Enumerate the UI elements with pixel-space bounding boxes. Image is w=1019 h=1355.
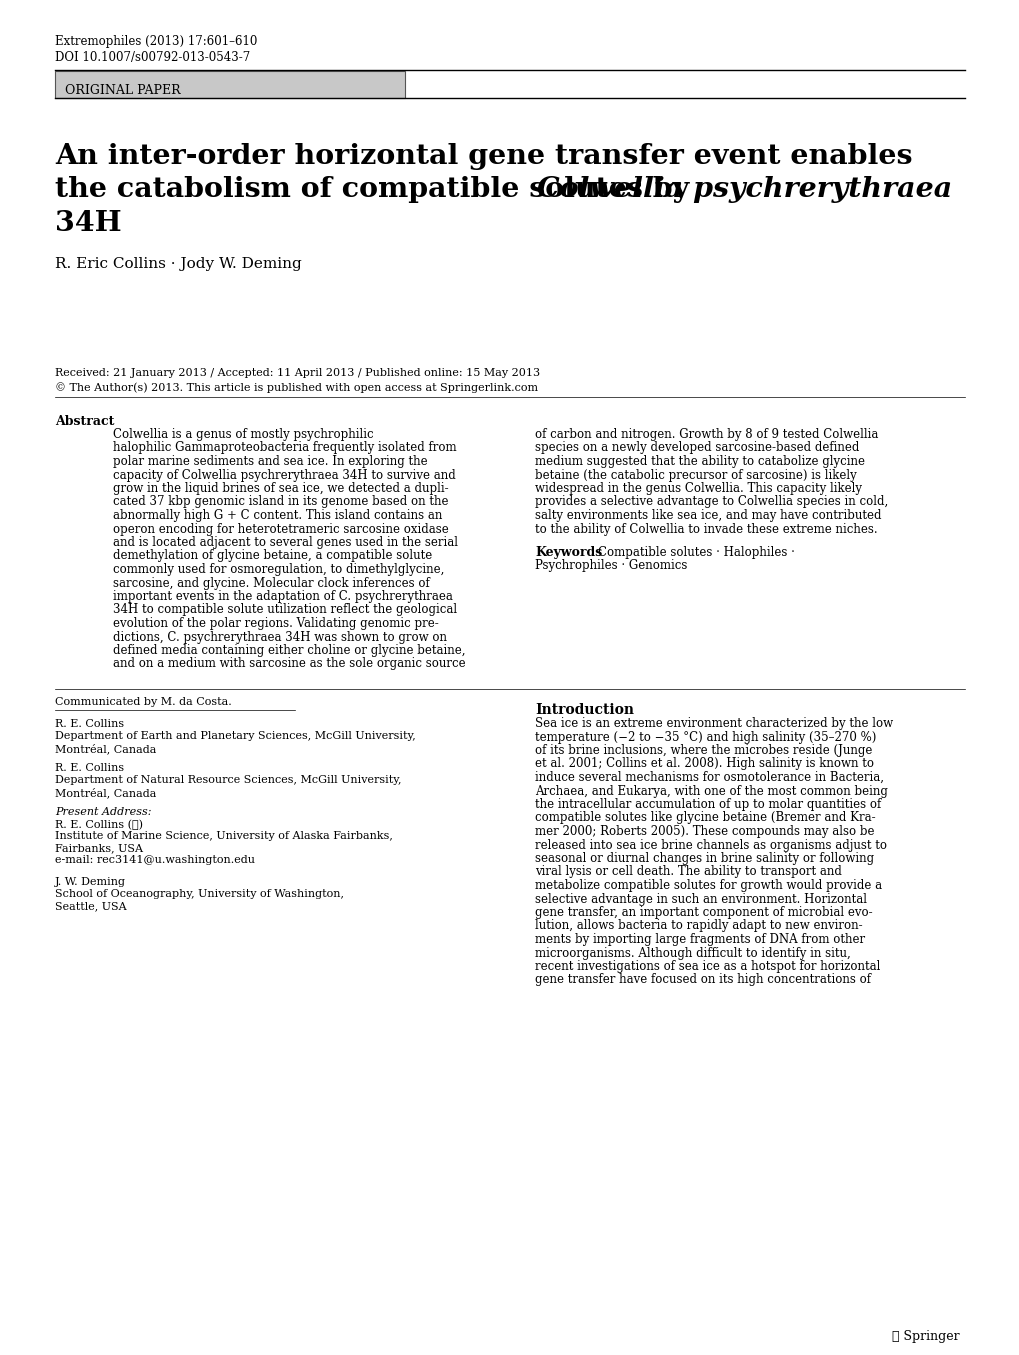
Text: sarcosine, and glycine. Molecular clock inferences of: sarcosine, and glycine. Molecular clock … [113, 576, 429, 589]
Text: widespread in the genus Colwellia. This capacity likely: widespread in the genus Colwellia. This … [535, 482, 861, 495]
Text: medium suggested that the ability to catabolize glycine: medium suggested that the ability to cat… [535, 455, 864, 467]
Text: mer 2000; Roberts 2005). These compounds may also be: mer 2000; Roberts 2005). These compounds… [535, 825, 873, 837]
Text: Institute of Marine Science, University of Alaska Fairbanks,: Institute of Marine Science, University … [55, 831, 392, 841]
Text: important events in the adaptation of C. psychrerythraea: important events in the adaptation of C.… [113, 589, 452, 603]
Text: lution, allows bacteria to rapidly adapt to new environ-: lution, allows bacteria to rapidly adapt… [535, 920, 862, 932]
Text: ments by importing large fragments of DNA from other: ments by importing large fragments of DN… [535, 934, 864, 946]
Text: polar marine sediments and sea ice. In exploring the: polar marine sediments and sea ice. In e… [113, 455, 427, 467]
Text: R. E. Collins: R. E. Collins [55, 763, 124, 772]
Text: cated 37 kbp genomic island in its genome based on the: cated 37 kbp genomic island in its genom… [113, 496, 448, 508]
Text: commonly used for osmoregulation, to dimethylglycine,: commonly used for osmoregulation, to dim… [113, 562, 444, 576]
Text: and on a medium with sarcosine as the sole organic source: and on a medium with sarcosine as the so… [113, 657, 465, 671]
Text: seasonal or diurnal changes in brine salinity or following: seasonal or diurnal changes in brine sal… [535, 852, 873, 864]
Text: Psychrophiles · Genomics: Psychrophiles · Genomics [535, 560, 687, 573]
Text: gene transfer, an important component of microbial evo-: gene transfer, an important component of… [535, 906, 872, 919]
Text: operon encoding for heterotetrameric sarcosine oxidase: operon encoding for heterotetrameric sar… [113, 523, 448, 535]
Text: temperature (−2 to −35 °C) and high salinity (35–270 %): temperature (−2 to −35 °C) and high sali… [535, 730, 875, 744]
Text: Archaea, and Eukarya, with one of the most common being: Archaea, and Eukarya, with one of the mo… [535, 785, 887, 798]
Text: et al. 2001; Collins et al. 2008). High salinity is known to: et al. 2001; Collins et al. 2008). High … [535, 757, 873, 771]
Text: Keywords: Keywords [535, 546, 601, 560]
Text: R. E. Collins: R. E. Collins [55, 720, 124, 729]
Text: J. W. Deming: J. W. Deming [55, 877, 126, 888]
Text: induce several mechanisms for osmotolerance in Bacteria,: induce several mechanisms for osmotolera… [535, 771, 883, 785]
Text: species on a newly developed sarcosine-based defined: species on a newly developed sarcosine-b… [535, 442, 859, 454]
Text: gene transfer have focused on its high concentrations of: gene transfer have focused on its high c… [535, 973, 870, 986]
Text: grow in the liquid brines of sea ice, we detected a dupli-: grow in the liquid brines of sea ice, we… [113, 482, 448, 495]
Text: viral lysis or cell death. The ability to transport and: viral lysis or cell death. The ability t… [535, 866, 841, 878]
Text: the catabolism of compatible solutes by: the catabolism of compatible solutes by [55, 176, 698, 203]
Text: the intracellular accumulation of up to molar quantities of: the intracellular accumulation of up to … [535, 798, 880, 812]
Text: Present Address:: Present Address: [55, 808, 152, 817]
Text: dictions, C. psychrerythraea 34H was shown to grow on: dictions, C. psychrerythraea 34H was sho… [113, 630, 446, 644]
Text: demethylation of glycine betaine, a compatible solute: demethylation of glycine betaine, a comp… [113, 550, 432, 562]
Text: R. Eric Collins · Jody W. Deming: R. Eric Collins · Jody W. Deming [55, 257, 302, 271]
Text: betaine (the catabolic precursor of sarcosine) is likely: betaine (the catabolic precursor of sarc… [535, 469, 856, 481]
Text: DOI 10.1007/s00792-013-0543-7: DOI 10.1007/s00792-013-0543-7 [55, 51, 250, 64]
Text: Abstract: Abstract [55, 415, 114, 428]
Text: and is located adjacent to several genes used in the serial: and is located adjacent to several genes… [113, 537, 458, 549]
FancyBboxPatch shape [55, 70, 405, 98]
Text: of its brine inclusions, where the microbes reside (Junge: of its brine inclusions, where the micro… [535, 744, 871, 757]
Text: e-mail: rec3141@u.washington.edu: e-mail: rec3141@u.washington.edu [55, 855, 255, 864]
Text: evolution of the polar regions. Validating genomic pre-: evolution of the polar regions. Validati… [113, 617, 438, 630]
Text: Communicated by M. da Costa.: Communicated by M. da Costa. [55, 696, 231, 707]
Text: ④ Springer: ④ Springer [892, 1331, 959, 1343]
Text: School of Oceanography, University of Washington,: School of Oceanography, University of Wa… [55, 889, 343, 898]
Text: halophilic Gammaproteobacteria frequently isolated from: halophilic Gammaproteobacteria frequentl… [113, 442, 457, 454]
Text: of carbon and nitrogen. Growth by 8 of 9 tested Colwellia: of carbon and nitrogen. Growth by 8 of 9… [535, 428, 877, 440]
Text: compatible solutes like glycine betaine (Bremer and Kra-: compatible solutes like glycine betaine … [535, 812, 874, 824]
Text: ORIGINAL PAPER: ORIGINAL PAPER [65, 84, 180, 98]
Text: abnormally high G + C content. This island contains an: abnormally high G + C content. This isla… [113, 509, 442, 522]
Text: selective advantage in such an environment. Horizontal: selective advantage in such an environme… [535, 893, 866, 905]
Text: R. E. Collins (✉): R. E. Collins (✉) [55, 818, 143, 829]
Text: An inter-order horizontal gene transfer event enables: An inter-order horizontal gene transfer … [55, 144, 912, 169]
Text: Fairbanks, USA: Fairbanks, USA [55, 843, 143, 854]
Text: Seattle, USA: Seattle, USA [55, 901, 126, 911]
Text: Department of Natural Resource Sciences, McGill University,: Department of Natural Resource Sciences,… [55, 775, 401, 785]
Text: Colwellia psychrerythraea: Colwellia psychrerythraea [536, 176, 952, 203]
Text: Received: 21 January 2013 / Accepted: 11 April 2013 / Published online: 15 May 2: Received: 21 January 2013 / Accepted: 11… [55, 369, 540, 378]
Text: salty environments like sea ice, and may have contributed: salty environments like sea ice, and may… [535, 509, 880, 522]
Text: Colwellia is a genus of mostly psychrophilic: Colwellia is a genus of mostly psychroph… [113, 428, 373, 440]
Text: recent investigations of sea ice as a hotspot for horizontal: recent investigations of sea ice as a ho… [535, 959, 879, 973]
Text: Introduction: Introduction [535, 703, 634, 717]
Text: released into sea ice brine channels as organisms adjust to: released into sea ice brine channels as … [535, 839, 887, 851]
Text: Sea ice is an extreme environment characterized by the low: Sea ice is an extreme environment charac… [535, 717, 893, 730]
Text: © The Author(s) 2013. This article is published with open access at Springerlink: © The Author(s) 2013. This article is pu… [55, 382, 538, 393]
Text: capacity of Colwellia psychrerythraea 34H to survive and: capacity of Colwellia psychrerythraea 34… [113, 469, 455, 481]
Text: Extremophiles (2013) 17:601–610: Extremophiles (2013) 17:601–610 [55, 35, 257, 47]
Text: Department of Earth and Planetary Sciences, McGill University,: Department of Earth and Planetary Scienc… [55, 730, 416, 741]
Text: metabolize compatible solutes for growth would provide a: metabolize compatible solutes for growth… [535, 879, 881, 892]
Text: to the ability of Colwellia to invade these extreme niches.: to the ability of Colwellia to invade th… [535, 523, 876, 535]
Text: Montréal, Canada: Montréal, Canada [55, 743, 156, 753]
Text: 34H to compatible solute utilization reflect the geological: 34H to compatible solute utilization ref… [113, 603, 457, 617]
Text: provides a selective advantage to Colwellia species in cold,: provides a selective advantage to Colwel… [535, 496, 888, 508]
Text: Compatible solutes · Halophiles ·: Compatible solutes · Halophiles · [597, 546, 794, 560]
Text: Montréal, Canada: Montréal, Canada [55, 787, 156, 798]
Text: defined media containing either choline or glycine betaine,: defined media containing either choline … [113, 644, 465, 657]
Text: 34H: 34H [55, 210, 121, 237]
Text: microorganisms. Although difficult to identify in situ,: microorganisms. Although difficult to id… [535, 947, 850, 959]
